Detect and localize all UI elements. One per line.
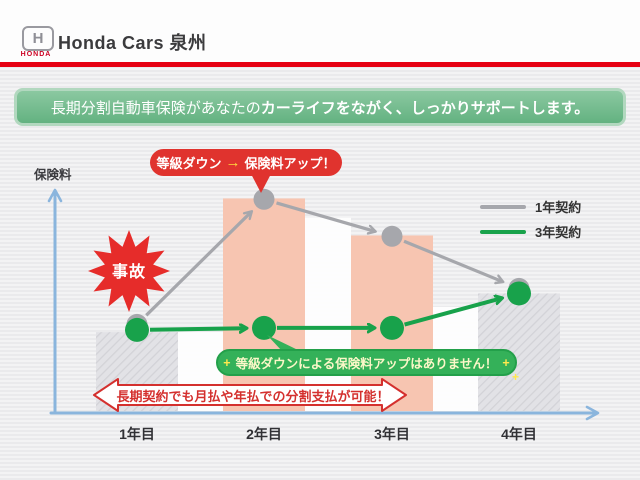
line-segment-1年契約-2 <box>403 239 502 281</box>
rank-down-callout: 等級ダウン → 保険料アップ！ <box>150 149 342 176</box>
x-label-1年目: 1年目 <box>119 426 155 442</box>
legend-item-3年契約: 3年契約 <box>480 219 581 244</box>
dot-1年契約-2年目 <box>253 188 275 210</box>
title-banner: 長期分割自動車保険があなたの カーライフをながく、しっかりサポートします。 <box>14 88 626 126</box>
chart-legend: 1年契約 3年契約 <box>480 194 581 244</box>
gap-bar-1 <box>305 217 351 411</box>
bottom-bubble-tail <box>267 335 300 351</box>
accident-burst <box>88 230 170 312</box>
legend-label: 3年契約 <box>535 225 582 240</box>
x-axis-labels: 1年目 2年目 3年目 4年目 <box>0 424 640 444</box>
legend-label: 1年契約 <box>535 200 582 215</box>
line-segment-3年契約-2 <box>404 298 502 327</box>
x-label-3年目: 3年目 <box>374 426 410 442</box>
line-segment-1年契約-0 <box>145 212 251 317</box>
no-premium-up-callout: + 等級ダウンによる保険料アップはありません！ + + <box>216 349 519 384</box>
x-axis-arrowhead <box>585 405 600 421</box>
top-bubble-tail <box>250 172 272 193</box>
title-banner-text-bold: カーライフをながく、しっかりサポートします。 <box>260 99 590 117</box>
x-label-4年目: 4年目 <box>501 426 537 442</box>
premium-up-text: 保険料アップ！ <box>244 156 336 171</box>
honda-logo: H HONDA <box>8 26 56 60</box>
line-segment-1年契約-1 <box>276 201 374 231</box>
sparkle-icon: + <box>511 370 519 384</box>
header: H HONDA Honda Cars 泉州 <box>0 0 640 62</box>
rank-down-text: 等級ダウン <box>156 156 222 171</box>
sparkle-icon: + <box>502 355 510 370</box>
dot-3年契約-1年目 <box>125 317 149 342</box>
line-segment-3年契約-0 <box>149 328 246 330</box>
title-banner-text-normal: 長期分割自動車保険があなたの <box>50 99 261 117</box>
legend-line-swatch <box>480 204 526 209</box>
accident-label: 事故 <box>112 262 146 281</box>
x-label-2年目: 2年目 <box>246 426 282 442</box>
payment-banner-text: 長期契約でも月払や年払での分割支払が可能！ <box>116 388 390 404</box>
gold-arrow-icon: → <box>225 154 241 171</box>
payment-banner-ribbon <box>93 378 407 412</box>
y-axis-label: 保険料 <box>34 168 72 182</box>
header-red-divider <box>0 62 640 67</box>
legend-item-1年契約: 1年契約 <box>480 194 581 219</box>
honda-h-icon: H <box>22 26 54 51</box>
honda-logo-wordmark: HONDA <box>20 51 52 58</box>
dot-1年契約-3年目 <box>381 225 403 247</box>
legend-line-swatch <box>480 229 526 234</box>
dot-3年契約-4年目 <box>507 281 531 306</box>
dot-3年契約-2年目 <box>252 315 276 340</box>
dealer-title: Honda Cars 泉州 <box>58 33 207 53</box>
y-axis-arrowhead <box>47 188 63 203</box>
sparkle-icon: + <box>223 355 231 370</box>
dot-3年契約-3年目 <box>380 315 404 340</box>
no-premium-up-text: 等級ダウンによる保険料アップはありません！ <box>235 357 498 371</box>
